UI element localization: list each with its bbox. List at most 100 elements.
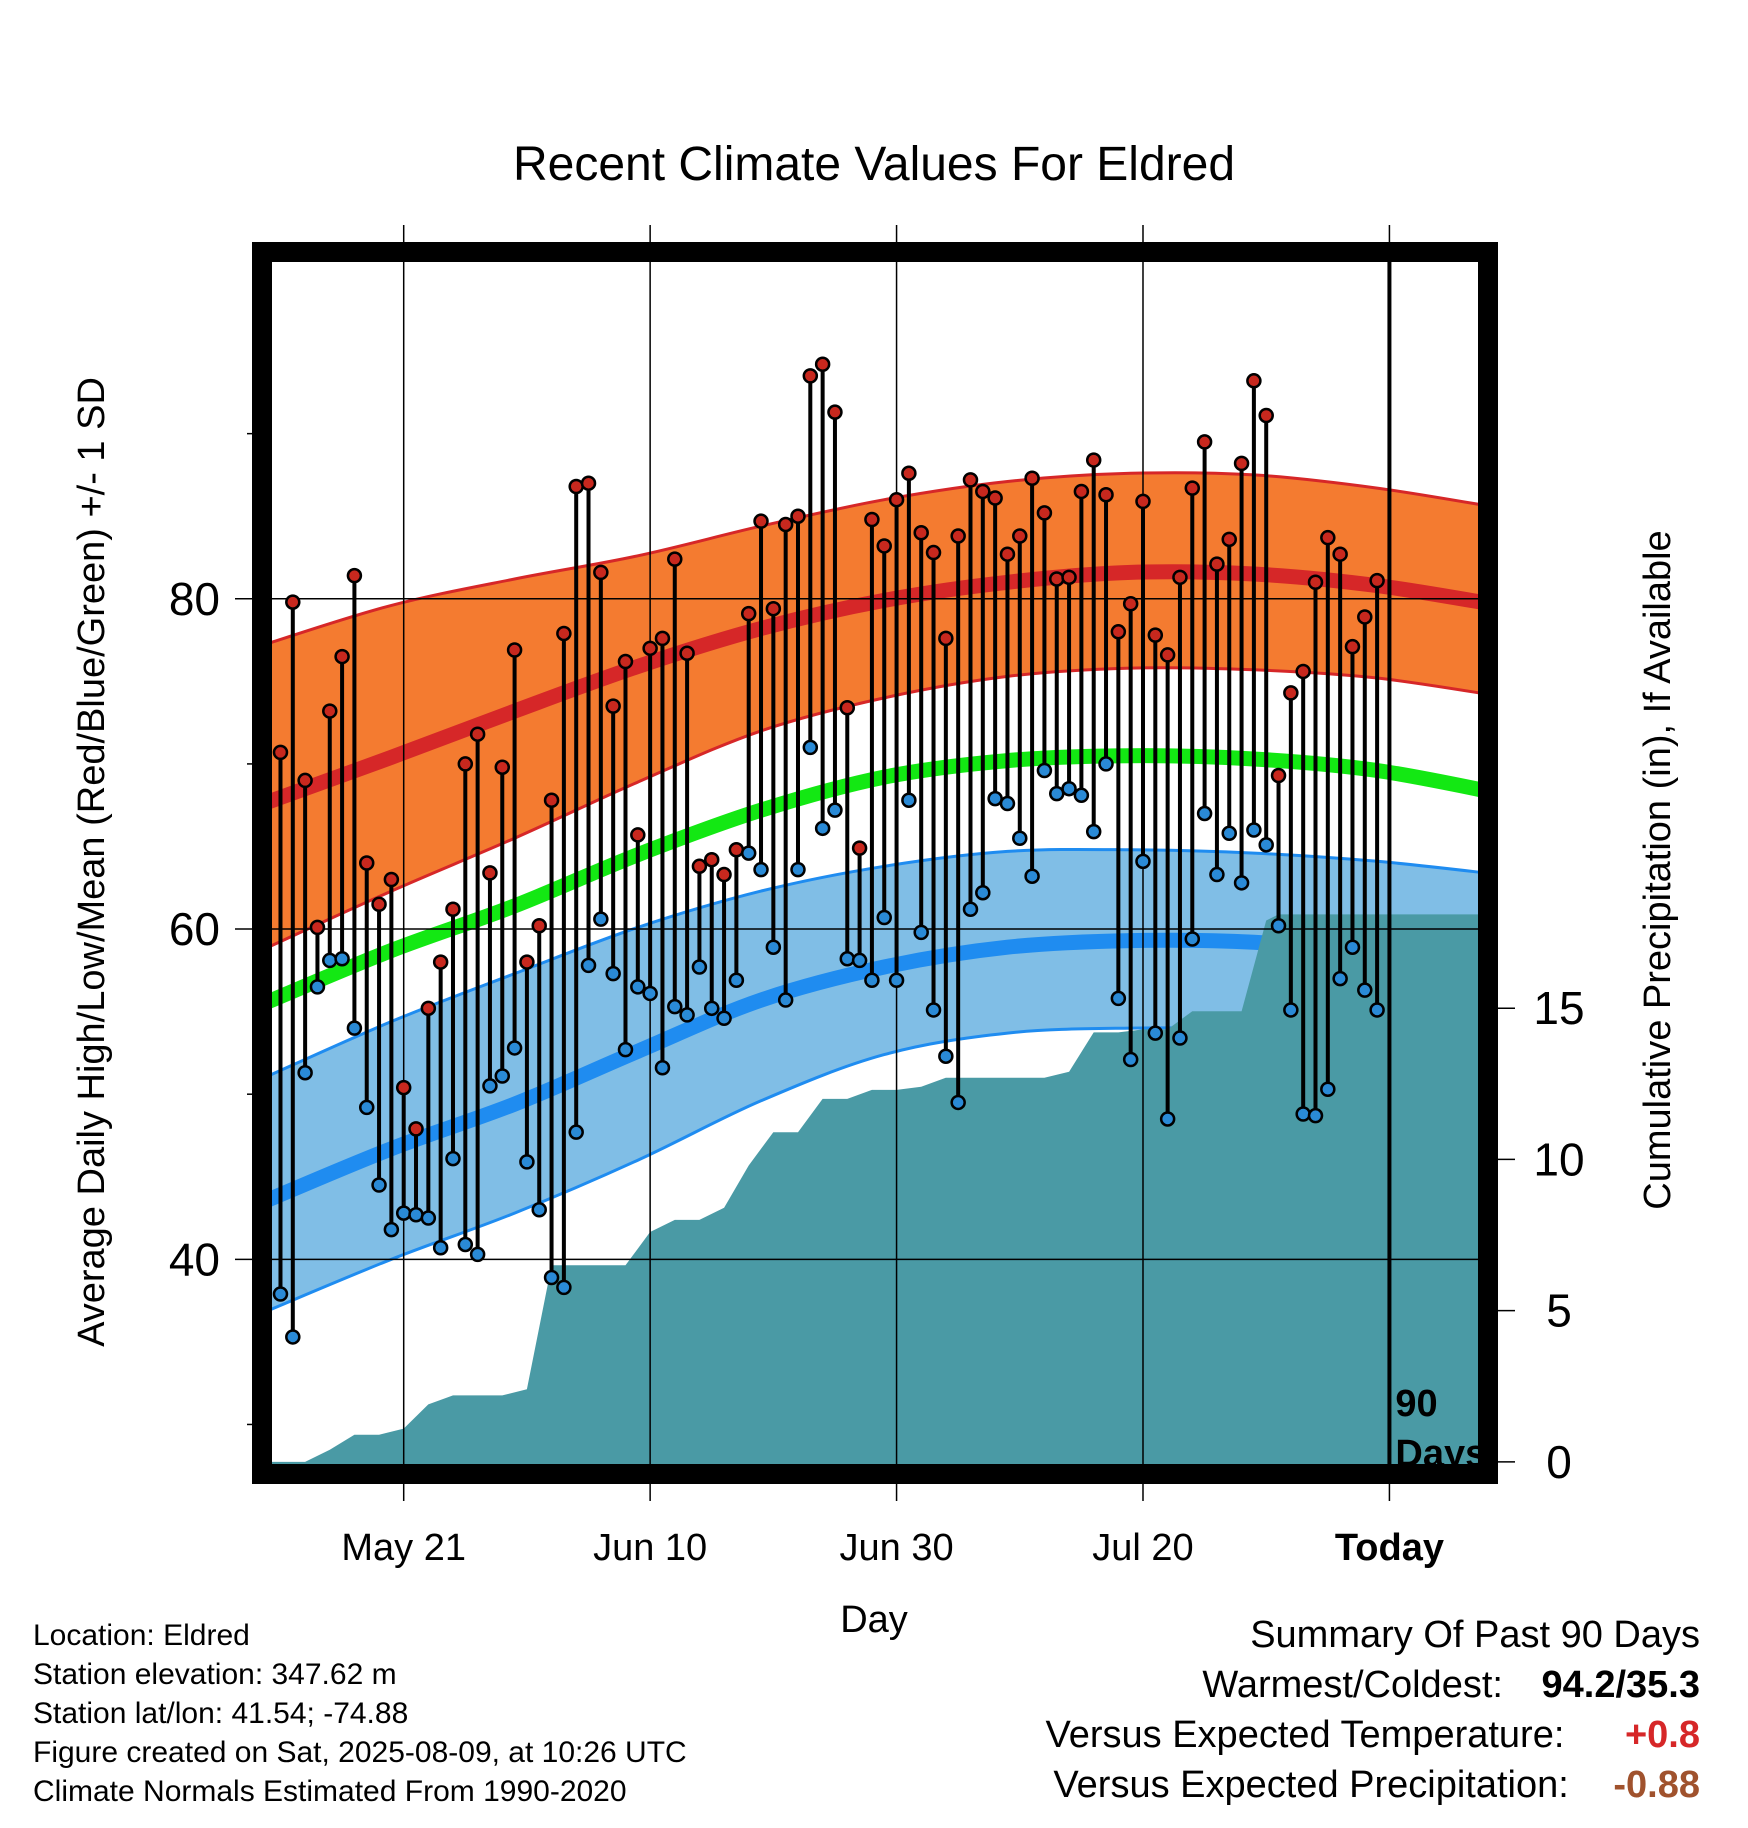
daily-high-point bbox=[1073, 483, 1090, 500]
daily-low-point bbox=[494, 1068, 511, 1084]
daily-high-point bbox=[506, 642, 523, 658]
daily-high-point bbox=[716, 866, 732, 883]
daily-low-point bbox=[814, 820, 831, 837]
daily-high-point bbox=[962, 472, 979, 488]
y-tick-label: 40 bbox=[169, 1233, 220, 1285]
daily-low-point bbox=[519, 1154, 535, 1170]
daily-low-point bbox=[556, 1279, 572, 1296]
daily-low-point bbox=[1221, 825, 1237, 842]
daily-high-point bbox=[617, 653, 634, 670]
daily-low-point bbox=[1196, 805, 1213, 822]
daily-high-point bbox=[1036, 505, 1053, 521]
daily-low-point bbox=[285, 1329, 301, 1345]
daily-low-point bbox=[408, 1206, 424, 1223]
x-tick-label: Jul 20 bbox=[1092, 1527, 1193, 1569]
daily-high-point bbox=[753, 513, 769, 529]
daily-low-point bbox=[1307, 1107, 1324, 1124]
daily-high-point bbox=[519, 954, 535, 970]
summary-temp-row: Versus Expected Temperature: +0.8 bbox=[1045, 1710, 1700, 1760]
daily-low-point bbox=[1110, 990, 1127, 1007]
daily-low-point bbox=[334, 951, 350, 967]
daily-high-point bbox=[679, 645, 695, 662]
cumulative-precip-area bbox=[268, 914, 1488, 1474]
precip-tick-label: 15 bbox=[1533, 982, 1584, 1034]
axes-layer: May 21 Jun 10 Jun 30 Jul 20 Today 40 60 80 0 5 10 1… bbox=[169, 225, 1585, 1569]
daily-low-point bbox=[851, 952, 868, 969]
daily-low-point bbox=[1369, 1002, 1385, 1018]
daily-high-point bbox=[605, 698, 621, 714]
daily-high-point bbox=[580, 475, 597, 491]
daily-low-point bbox=[1135, 853, 1151, 870]
daily-high-point bbox=[1369, 572, 1385, 589]
daily-high-point bbox=[568, 478, 584, 495]
daily-high-point bbox=[728, 842, 745, 858]
y-axis-label-left: Average Daily High/Low/Mean (Red/Blue/Gr… bbox=[71, 377, 113, 1347]
summary-warmest-row: Warmest/Coldest: 94.2/35.3 bbox=[1045, 1660, 1700, 1710]
daily-low-point bbox=[913, 924, 929, 941]
daily-high-point bbox=[1135, 493, 1151, 510]
temp-anomaly-label: Versus Expected Temperature: bbox=[1045, 1714, 1565, 1756]
daily-low-point bbox=[901, 792, 917, 808]
precip-tick-label: 5 bbox=[1546, 1285, 1572, 1337]
low-normal-band bbox=[268, 849, 1488, 1311]
daily-low-point bbox=[543, 1269, 560, 1286]
warmest-label: Warmest/Coldest: bbox=[1202, 1664, 1503, 1706]
daily-low-point bbox=[790, 861, 806, 878]
daily-high-point bbox=[395, 1079, 412, 1096]
daily-low-point bbox=[679, 1007, 695, 1023]
daily-high-point bbox=[925, 544, 942, 561]
daily-high-point bbox=[1320, 529, 1336, 546]
daily-high-point bbox=[864, 511, 880, 528]
daily-low-point bbox=[1233, 875, 1250, 891]
daily-high-point bbox=[297, 772, 313, 789]
daily-high-point bbox=[642, 640, 658, 657]
summary-panel: Summary Of Past 90 Days Warmest/Coldest:… bbox=[1045, 1610, 1700, 1810]
daily-high-point bbox=[1283, 685, 1299, 701]
daily-low-point bbox=[1159, 1111, 1176, 1127]
daily-low-point bbox=[1024, 868, 1040, 884]
daily-high-point bbox=[691, 858, 708, 875]
daily-high-point bbox=[371, 896, 387, 913]
daily-high-point bbox=[309, 919, 326, 936]
daily-low-point bbox=[950, 1094, 966, 1111]
daily-high-point bbox=[1147, 627, 1164, 643]
daily-low-point bbox=[346, 1020, 363, 1036]
plot-frame bbox=[252, 242, 1498, 1484]
daily-low-point bbox=[1073, 787, 1090, 804]
daily-low-point bbox=[482, 1078, 498, 1094]
daily-high-point bbox=[703, 851, 720, 868]
high-normal-band bbox=[268, 472, 1488, 948]
daily-high-point bbox=[999, 546, 1016, 562]
daily-high-point bbox=[913, 524, 929, 541]
daily-low-point bbox=[506, 1040, 523, 1056]
daily-low-point bbox=[1283, 1002, 1299, 1018]
daily-low-point bbox=[1258, 837, 1274, 853]
daily-low-point bbox=[630, 979, 646, 995]
daily-high-point bbox=[457, 756, 474, 772]
daily-high-point bbox=[975, 483, 991, 500]
normals-text: Climate Normals Estimated From 1990-2020 bbox=[33, 1775, 627, 1808]
x-tick-label: Jun 10 bbox=[593, 1527, 707, 1569]
daily-low-point bbox=[1172, 1030, 1188, 1046]
daily-high-point bbox=[469, 726, 486, 742]
daily-high-point bbox=[1246, 373, 1262, 389]
daily-low-point bbox=[753, 861, 769, 878]
daily-low-point bbox=[1357, 982, 1373, 998]
daily-low-point bbox=[888, 972, 905, 988]
daily-low-point bbox=[999, 795, 1016, 812]
daily-low-point bbox=[1184, 931, 1201, 947]
daily-low-point bbox=[1344, 939, 1361, 955]
high-upper-edge bbox=[267, 471, 1488, 645]
daily-high-point bbox=[1159, 647, 1176, 663]
daily-high-point bbox=[543, 792, 560, 808]
daily-high-point bbox=[888, 491, 905, 508]
daily-high-point bbox=[420, 1000, 437, 1017]
daily-high-point bbox=[654, 630, 671, 647]
daily-low-point bbox=[1098, 756, 1114, 772]
daily-high-point bbox=[1295, 663, 1311, 680]
daily-low-point bbox=[568, 1124, 584, 1140]
daily-low-point bbox=[740, 845, 757, 861]
y-tick-label: 80 bbox=[169, 573, 220, 625]
daily-high-point bbox=[814, 356, 831, 373]
